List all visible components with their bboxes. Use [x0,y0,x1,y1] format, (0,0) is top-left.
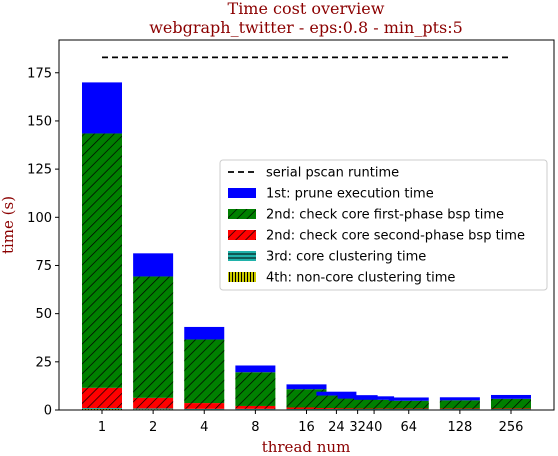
x-tick-label: 256 [499,420,524,435]
bar-segment-hatch [235,408,276,410]
y-tick-label: 50 [35,307,52,322]
chart-title: Time cost overview [228,0,385,18]
legend-swatch-hatch [228,209,256,219]
bar-segment-hatch [316,408,357,410]
y-tick-label: 25 [35,355,52,370]
bar-segment-hatch [82,133,122,388]
bar-segment-hatch [354,409,395,410]
legend-swatch-hatch [228,230,256,240]
bar-segment-hatch [439,400,480,409]
bar-segment-hatch [491,409,531,410]
bar-segment [184,326,225,340]
legend-box [219,159,548,291]
bar-segment [491,394,531,399]
bar-segment [82,82,122,134]
x-axis-label: thread num [262,438,351,456]
chart-subtitle: webgraph_twitter - eps:0.8 - min_pts:5 [149,18,463,37]
plot-area [82,56,531,410]
legend-label: 4th: non-core clustering time [266,271,455,286]
legend-swatch-hatch [228,272,256,282]
bar-segment [316,391,357,396]
bar-segment-hatch [133,397,174,409]
bar-segment [388,397,429,401]
bar-segment [439,397,480,401]
y-tick-label: 175 [27,66,52,81]
y-tick-label: 125 [27,163,52,178]
x-tick-label: 4 [200,420,208,435]
legend-label: 2nd: check core second-phase bsp time [266,229,525,244]
x-tick-label: 16 [298,420,315,435]
x-tick-label: 40 [366,420,383,435]
x-tick-label: 8 [251,420,259,435]
legend-label: 2nd: check core first-phase bsp time [266,208,504,223]
bar-segment-hatch [235,372,276,406]
legend: serial pscan runtime 1st: prune execution… [219,159,548,291]
x-tick-label: 24 [328,420,345,435]
legend-label: serial pscan runtime [266,166,399,181]
x-tick-label: 2 [149,420,157,435]
bar-segment-hatch [316,409,357,410]
legend-swatch-hatch [228,251,256,261]
bar-segment [133,253,174,277]
y-axis-label: time (s) [0,196,17,254]
legend-label: 1st: prune execution time [266,187,434,202]
bar-segment-hatch [82,387,122,409]
y-axis: 0 25 50 75 100 125 150 175 [27,66,59,419]
bar-segment-hatch [184,408,225,410]
bar-segment-hatch [184,339,225,404]
legend-label: 3rd: core clustering time [266,250,426,265]
x-tick-label: 64 [400,420,417,435]
bar-segment-hatch [235,405,276,409]
legend-swatch [228,188,256,198]
bar-segment [235,365,276,373]
bar-segment-hatch [286,409,327,410]
bar-segment-hatch [388,400,429,409]
y-tick-label: 150 [27,114,52,129]
x-axis: 1 2 4 8 16 24 32 40 64 128 256 [98,410,524,435]
bar-segment-hatch [354,399,395,409]
bar-segment-hatch [354,408,395,410]
x-tick-label: 128 [447,420,472,435]
bar-segment-hatch [491,398,531,409]
bar-segment-hatch [133,276,174,398]
bar-segment-hatch [439,408,480,410]
bar-segment-hatch [388,408,429,410]
x-tick-label: 32 [349,420,366,435]
x-tick-label: 1 [98,420,106,435]
bar-segment-hatch [133,408,174,410]
y-tick-label: 0 [44,404,52,419]
bar-segment-hatch [388,409,429,410]
y-tick-label: 75 [35,259,52,274]
bar-segment-hatch [439,409,480,410]
bar-segment-hatch [491,408,531,410]
bar-segment-hatch [184,403,225,409]
y-tick-label: 100 [27,211,52,226]
bar-segment [354,396,395,400]
bar-segment-hatch [286,407,327,410]
bar-segment-hatch [82,408,122,410]
bar-segment [286,384,327,390]
